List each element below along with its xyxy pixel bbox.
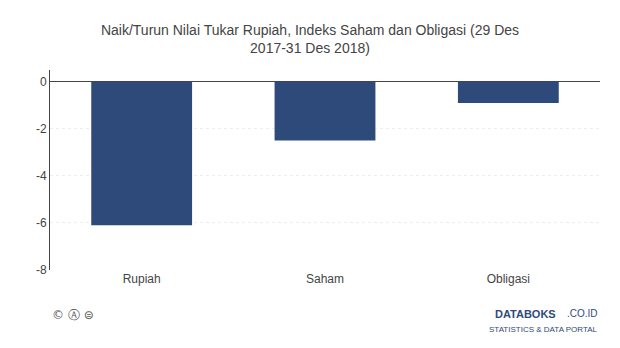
svg-text:0: 0 bbox=[40, 75, 47, 89]
svg-text:STATISTICS & DATA PORTAL: STATISTICS & DATA PORTAL bbox=[489, 325, 598, 334]
svg-text:-4: -4 bbox=[36, 169, 47, 183]
svg-text:-6: -6 bbox=[36, 216, 47, 230]
svg-text:Naik/Turun Nilai Tukar Rupiah,: Naik/Turun Nilai Tukar Rupiah, Indeks Sa… bbox=[101, 22, 519, 56]
svg-text:DATABOKS: DATABOKS bbox=[495, 308, 556, 320]
svg-text:© Ⓐ ⊜: © Ⓐ ⊜ bbox=[52, 308, 94, 322]
svg-text:.CO.ID: .CO.ID bbox=[567, 308, 598, 319]
svg-text:Saham: Saham bbox=[306, 272, 344, 286]
svg-text:Obligasi: Obligasi bbox=[487, 272, 530, 286]
svg-text:Rupiah: Rupiah bbox=[123, 272, 161, 286]
svg-text:-8: -8 bbox=[36, 263, 47, 277]
svg-text:-2: -2 bbox=[36, 122, 47, 136]
